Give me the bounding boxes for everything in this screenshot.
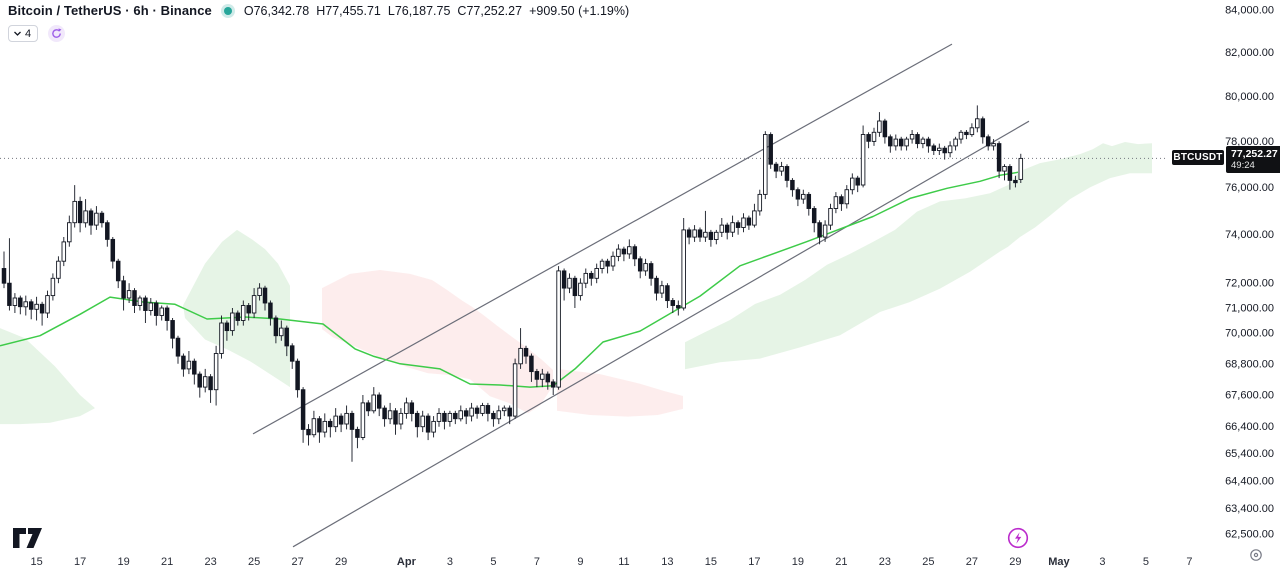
svg-text:27: 27 [291, 556, 303, 568]
svg-text:13: 13 [661, 556, 673, 568]
svg-text:21: 21 [161, 556, 173, 568]
svg-text:82,000.00: 82,000.00 [1225, 47, 1274, 59]
svg-text:63,400.00: 63,400.00 [1225, 503, 1274, 515]
chevron-down-icon [14, 31, 21, 36]
svg-text:76,000.00: 76,000.00 [1225, 182, 1274, 194]
svg-text:84,000.00: 84,000.00 [1225, 5, 1274, 17]
legend-row-2: 4 [8, 25, 66, 42]
refresh-icon[interactable] [48, 25, 66, 42]
lightning-icon[interactable] [1007, 527, 1029, 554]
svg-text:23: 23 [204, 556, 216, 568]
ohlc-high: H77,455.71 [316, 3, 381, 18]
time-axis-labels: 15 17 19 21 23 25 27 29 Apr 3 5 7 9 11 13 15 17 19 21 23 25 2… [30, 556, 1192, 568]
ma-line [0, 171, 1019, 388]
last-price-label[interactable]: 77,252.27 49:24 [1226, 146, 1280, 173]
svg-text:78,000.00: 78,000.00 [1225, 136, 1274, 148]
svg-text:80,000.00: 80,000.00 [1225, 91, 1274, 103]
indicator-count: 4 [25, 27, 32, 40]
indicators-dropdown[interactable]: 4 [8, 25, 39, 42]
svg-text:17: 17 [748, 556, 760, 568]
chart-legend: Bitcoin / TetherUS · 6h · Binance O76,34… [8, 3, 629, 18]
price-axis-labels: 84,000.00 82,000.00 80,000.00 78,000.00 76,0… [1225, 5, 1274, 541]
svg-text:5: 5 [1143, 556, 1149, 568]
svg-text:71,000.00: 71,000.00 [1225, 303, 1274, 315]
svg-text:67,600.00: 67,600.00 [1225, 390, 1274, 402]
svg-text:9: 9 [577, 556, 583, 568]
svg-text:64,400.00: 64,400.00 [1225, 475, 1274, 487]
price-axis[interactable] [1168, 0, 1280, 548]
svg-text:19: 19 [792, 556, 804, 568]
svg-text:68,800.00: 68,800.00 [1225, 358, 1274, 370]
svg-text:62,500.00: 62,500.00 [1225, 529, 1274, 541]
svg-text:23: 23 [879, 556, 891, 568]
ohlc-low: L76,187.75 [387, 3, 451, 18]
price-axis-background [1168, 0, 1280, 571]
ohlc-values: O76,342.78 H77,455.71 L76,187.75 C77,252… [244, 4, 629, 18]
svg-text:15: 15 [705, 556, 717, 568]
candlestick-series[interactable] [1, 105, 1024, 462]
market-status-dot[interactable] [223, 6, 232, 15]
svg-text:27: 27 [966, 556, 978, 568]
bar-countdown: 49:24 [1231, 160, 1255, 171]
symbol-title[interactable]: Bitcoin / TetherUS · 6h · Binance [8, 3, 212, 18]
last-price-value: 77,252.27 [1231, 148, 1278, 160]
svg-text:5: 5 [490, 556, 496, 568]
svg-text:25: 25 [248, 556, 260, 568]
svg-text:11: 11 [618, 556, 629, 568]
svg-text:7: 7 [1186, 556, 1192, 568]
tradingview-logo[interactable] [12, 527, 50, 554]
svg-text:May: May [1048, 556, 1070, 568]
svg-text:66,400.00: 66,400.00 [1225, 421, 1274, 433]
svg-text:70,000.00: 70,000.00 [1225, 328, 1274, 340]
svg-text:15: 15 [30, 556, 42, 568]
svg-text:74,000.00: 74,000.00 [1225, 229, 1274, 241]
symbol-axis-badge[interactable]: BTCUSDT [1172, 150, 1224, 165]
svg-text:17: 17 [74, 556, 86, 568]
svg-text:19: 19 [117, 556, 129, 568]
time-axis[interactable] [0, 549, 1240, 571]
svg-text:7: 7 [534, 556, 540, 568]
svg-text:3: 3 [447, 556, 453, 568]
price-change: +909.50 (+1.19%) [529, 3, 630, 18]
svg-text:29: 29 [335, 556, 347, 568]
axis-settings-icon[interactable] [1249, 548, 1263, 567]
svg-text:25: 25 [922, 556, 934, 568]
svg-text:72,000.00: 72,000.00 [1225, 278, 1274, 290]
svg-text:Apr: Apr [397, 556, 417, 568]
ohlc-close: C77,252.27 [457, 3, 523, 18]
ichimoku-cloud [0, 142, 1152, 425]
svg-text:21: 21 [835, 556, 847, 568]
trend-channel-lines[interactable] [252, 43, 1030, 548]
ohlc-open: O76,342.78 [243, 3, 310, 18]
svg-text:29: 29 [1009, 556, 1021, 568]
svg-text:65,400.00: 65,400.00 [1225, 448, 1274, 460]
svg-text:3: 3 [1099, 556, 1105, 568]
